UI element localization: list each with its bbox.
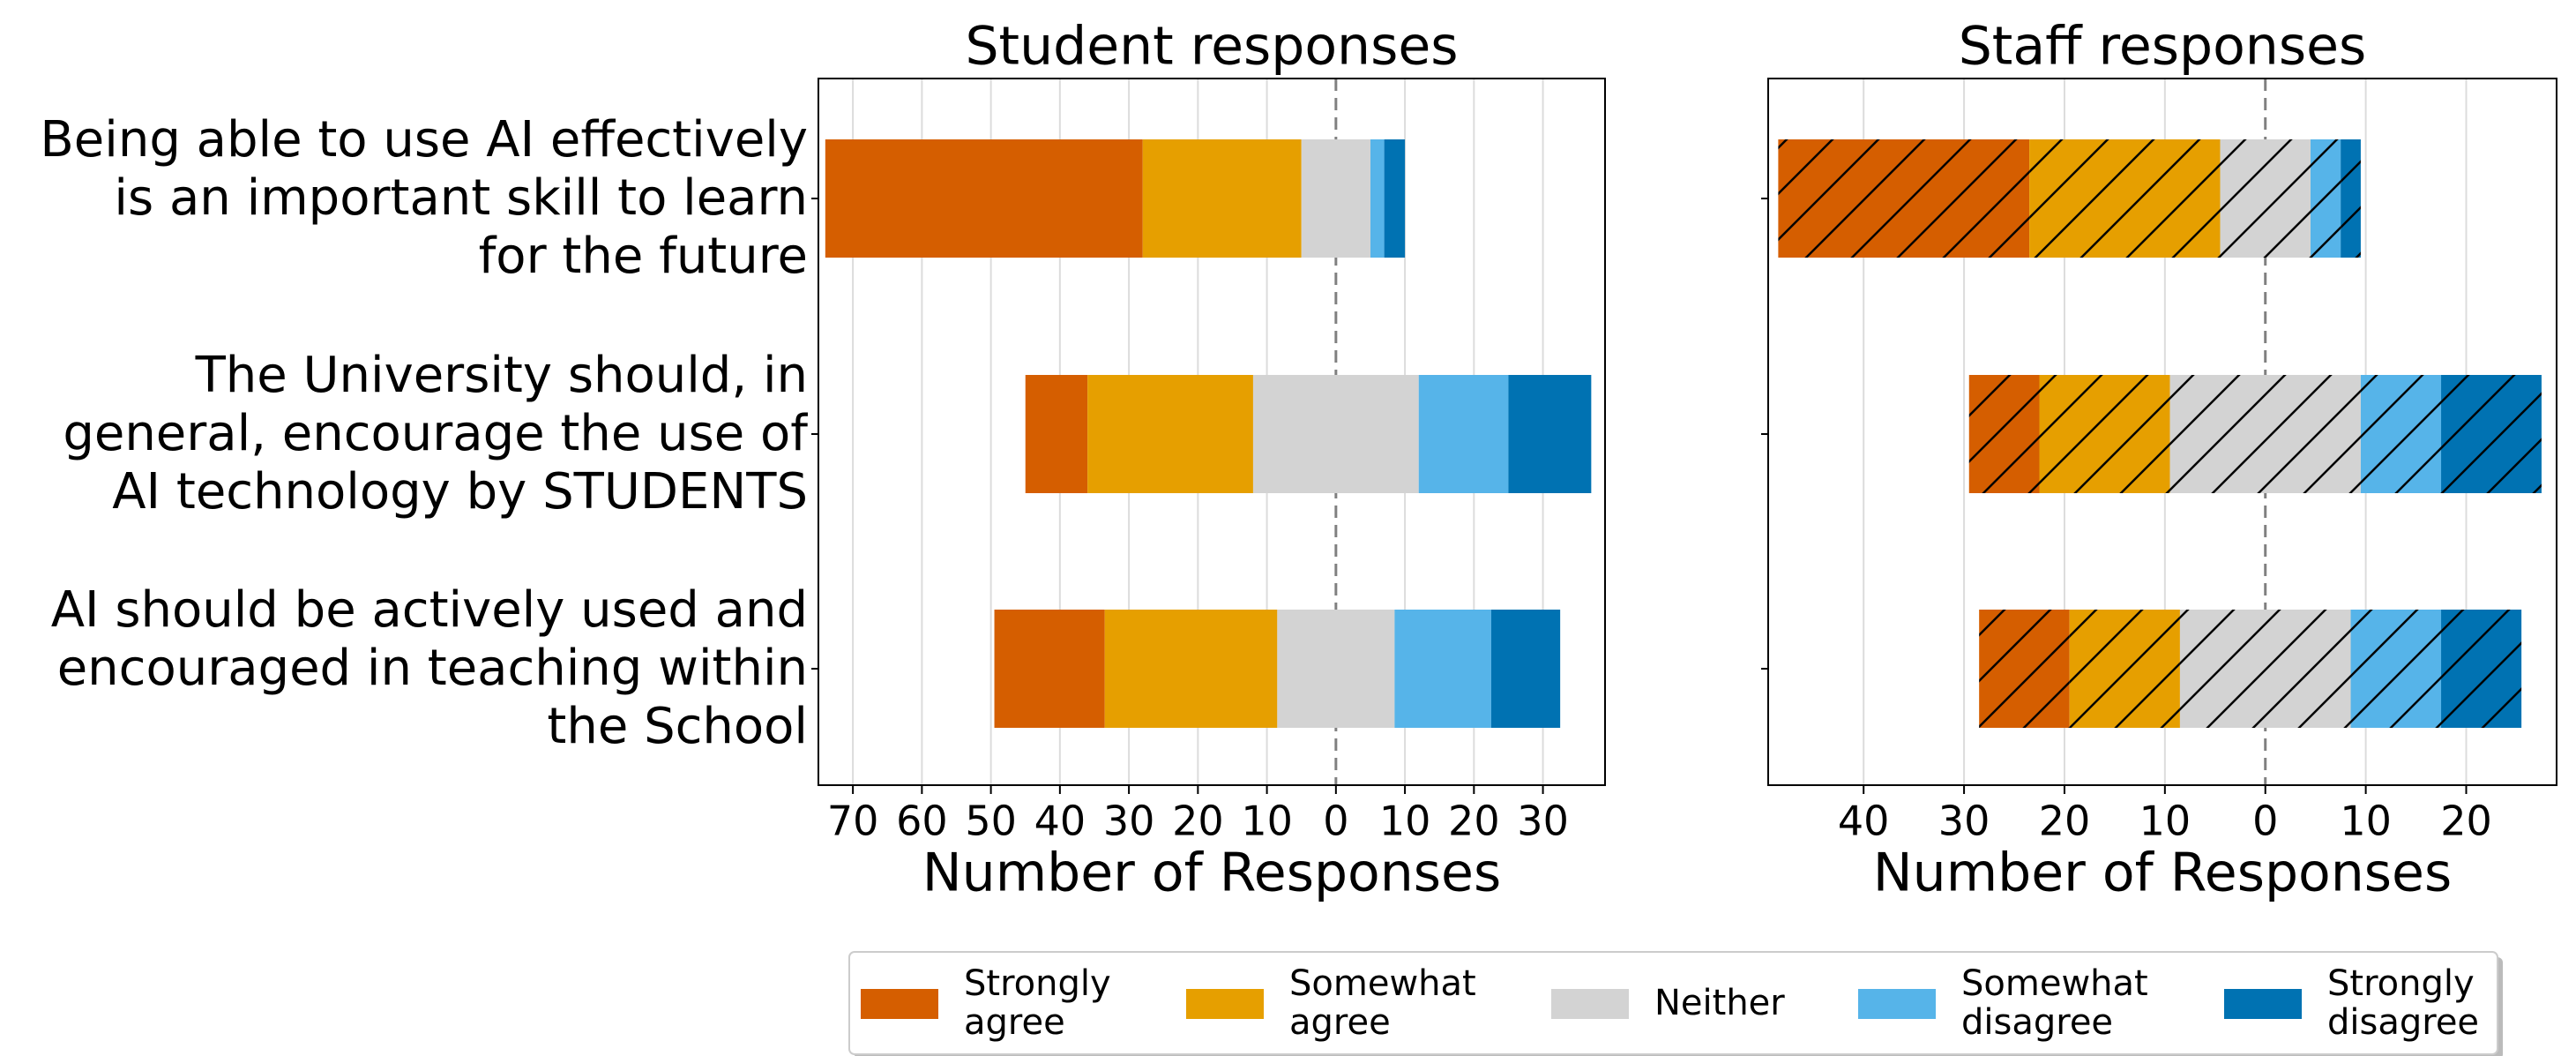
bar-segment: [1979, 610, 2070, 728]
x-tick-label: 20: [2440, 798, 2492, 845]
bar-segment: [2441, 375, 2542, 493]
bar-segment: [2069, 610, 2180, 728]
bar-segment: [1104, 610, 1278, 728]
bar-segment: [1252, 375, 1419, 493]
legend-swatch: [2224, 989, 2302, 1019]
category-label: Being able to use AI effectively is an i…: [40, 111, 808, 285]
category-label-box: Being able to use AI effectively is an i…: [40, 111, 808, 285]
legend-label-box: Strongly disagree: [2327, 963, 2480, 1043]
legend-label: Neither: [1654, 983, 1785, 1023]
plot-frame: [1767, 78, 2557, 786]
bar-segment: [2441, 610, 2522, 728]
legend-label-box: Strongly agree: [964, 963, 1111, 1043]
bar-segment: [2341, 139, 2361, 258]
x-tick-label: 30: [1517, 798, 1569, 845]
legend-swatch: [1186, 989, 1264, 1019]
x-tick-label: 20: [1448, 798, 1500, 845]
x-tick-label: 60: [896, 798, 948, 845]
bar-segment: [2310, 139, 2341, 258]
legend-swatch: [1551, 989, 1629, 1019]
chart-title: Student responses: [965, 16, 1458, 78]
legend-frame: [848, 951, 2498, 1055]
bar-segment: [1394, 610, 1491, 728]
x-axis-label: Number of Responses: [922, 843, 1501, 904]
bar-segment: [1778, 139, 2030, 258]
bar-segment: [825, 139, 1143, 258]
plot-frame: [818, 78, 1606, 786]
bar-segment: [1301, 139, 1370, 258]
x-tick-label: 70: [827, 798, 879, 845]
x-tick-label: 0: [1323, 798, 1348, 845]
bar-segment: [2169, 375, 2361, 493]
x-tick-label: 20: [1172, 798, 1224, 845]
bar-segment: [1025, 375, 1088, 493]
bar-segment: [1087, 375, 1253, 493]
bar-segment: [2179, 610, 2351, 728]
chart-title: Staff responses: [1959, 16, 2367, 78]
bar-segment: [1142, 139, 1302, 258]
category-label: The University should, in general, encou…: [63, 347, 808, 521]
legend-swatch: [861, 989, 938, 1019]
legend-label-box: Neither: [1654, 983, 1785, 1023]
x-tick-label: 10: [1241, 798, 1293, 845]
category-label: AI should be actively used and encourage…: [50, 581, 808, 755]
legend-label-box: Somewhat disagree: [1961, 963, 2148, 1043]
x-axis-label: Number of Responses: [1873, 843, 2452, 904]
x-tick-label: 40: [1034, 798, 1086, 845]
legend-label: Strongly disagree: [2327, 963, 2480, 1043]
x-tick-label: 10: [1379, 798, 1431, 845]
bar-segment: [1418, 375, 1509, 493]
bar-segment: [2220, 139, 2311, 258]
x-tick-label: 10: [2139, 798, 2191, 845]
legend-label: Strongly agree: [964, 963, 1111, 1043]
x-tick-label: 30: [1103, 798, 1155, 845]
x-tick-label: 20: [2039, 798, 2091, 845]
x-tick-label: 30: [1938, 798, 1990, 845]
x-tick-label: 50: [965, 798, 1017, 845]
bar-segment: [1968, 375, 2040, 493]
bar-segment: [1370, 139, 1385, 258]
x-tick-label: 40: [1838, 798, 1890, 845]
x-tick-label: 10: [2340, 798, 2392, 845]
bar-segment: [2039, 375, 2170, 493]
bar-segment: [2029, 139, 2221, 258]
category-label-box: The University should, in general, encou…: [63, 347, 808, 521]
legend-label: Somewhat disagree: [1961, 963, 2148, 1043]
category-label-box: AI should be actively used and encourage…: [50, 581, 808, 755]
x-tick-label: 0: [2252, 798, 2278, 845]
bar-segment: [994, 610, 1105, 728]
bar-segment: [1277, 610, 1395, 728]
legend-label: Somewhat agree: [1289, 963, 1476, 1043]
legend-label-box: Somewhat agree: [1289, 963, 1476, 1043]
bar-segment: [1490, 610, 1561, 728]
legend-swatch: [1858, 989, 1936, 1019]
bar-segment: [1384, 139, 1406, 258]
bar-segment: [2350, 610, 2442, 728]
bar-segment: [1508, 375, 1592, 493]
bar-segment: [2360, 375, 2442, 493]
